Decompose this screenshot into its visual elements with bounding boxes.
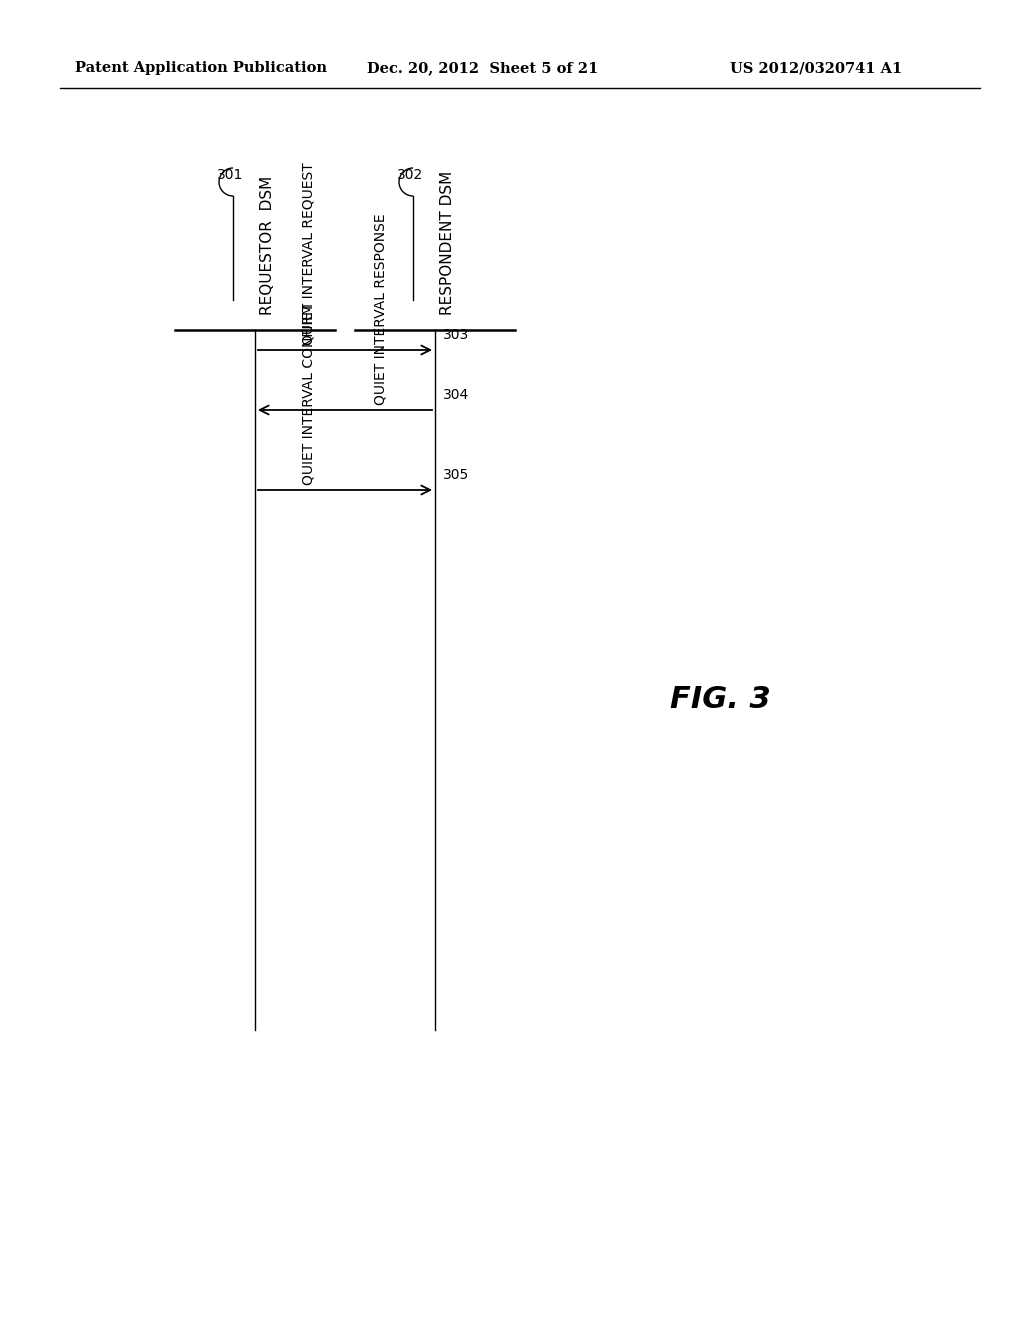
Text: FIG. 3: FIG. 3	[670, 685, 770, 714]
Text: 301: 301	[217, 168, 244, 182]
Text: QUIET INTERVAL CONFIRM: QUIET INTERVAL CONFIRM	[302, 304, 316, 484]
Text: 305: 305	[443, 469, 469, 482]
Text: REQUESTOR  DSM: REQUESTOR DSM	[259, 176, 274, 315]
Text: QUIET INTERVAL REQUEST: QUIET INTERVAL REQUEST	[302, 162, 316, 345]
Text: 302: 302	[397, 168, 423, 182]
Text: 303: 303	[443, 327, 469, 342]
Text: US 2012/0320741 A1: US 2012/0320741 A1	[730, 61, 902, 75]
Text: QUIET INTERVAL RESPONSE: QUIET INTERVAL RESPONSE	[374, 214, 388, 405]
Text: Patent Application Publication: Patent Application Publication	[75, 61, 327, 75]
Text: 304: 304	[443, 388, 469, 403]
Text: Dec. 20, 2012  Sheet 5 of 21: Dec. 20, 2012 Sheet 5 of 21	[367, 61, 598, 75]
Text: RESPONDENT DSM: RESPONDENT DSM	[439, 170, 455, 315]
